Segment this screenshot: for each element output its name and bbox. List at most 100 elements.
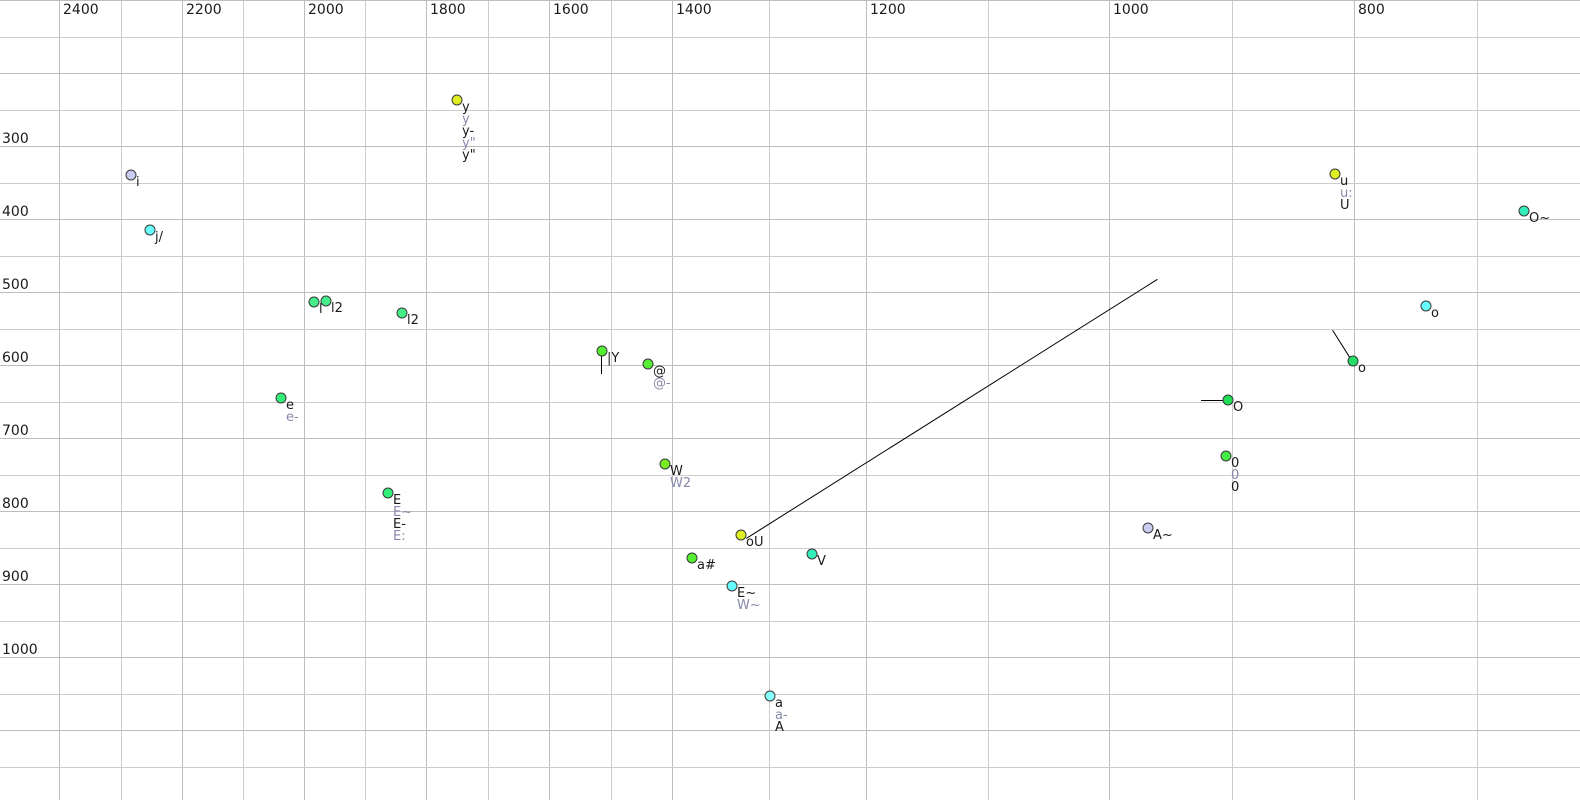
grid-line-horizontal-major (0, 730, 1580, 731)
data-point-label: a# (697, 558, 716, 573)
data-point-marker[interactable] (1142, 522, 1154, 534)
data-point-marker[interactable] (1220, 450, 1232, 462)
grid-line-horizontal-minor (0, 36, 1580, 38)
grid-line-vertical-minor (610, 0, 612, 800)
grid-line-horizontal-minor (0, 401, 1580, 403)
grid-line-vertical-minor (243, 0, 244, 800)
grid-line-vertical-major (1109, 0, 1110, 800)
data-point-marker[interactable] (659, 458, 671, 470)
data-point-marker[interactable] (125, 169, 137, 181)
data-point-label: o (1358, 361, 1366, 376)
grid-line-vertical-major (1354, 0, 1355, 800)
data-point-label: a (775, 696, 783, 711)
grid-line-horizontal-major (0, 0, 1580, 1)
data-point-label: 0 (1231, 480, 1240, 495)
data-point-label: y (462, 100, 470, 115)
grid-line-horizontal-major (0, 365, 1580, 366)
data-point-marker[interactable] (1420, 300, 1432, 312)
data-point-label: a- (775, 708, 788, 723)
data-point-marker[interactable] (308, 296, 320, 308)
grid-line-vertical-minor (987, 0, 989, 800)
data-point-label: W (670, 464, 683, 479)
data-point-marker[interactable] (451, 94, 463, 106)
grid-line-horizontal-minor (0, 693, 1580, 695)
short-line-O (1201, 400, 1226, 401)
grid-line-vertical-major (182, 0, 183, 800)
grid-line-vertical-major (426, 0, 427, 800)
grid-line-vertical-minor (769, 0, 770, 800)
x-tick-label: 1600 (553, 2, 589, 18)
data-point-label: E~ (737, 586, 757, 601)
data-point-marker[interactable] (686, 552, 698, 564)
grid-line-horizontal-minor (0, 766, 1580, 768)
y-tick-label: 300 (2, 131, 29, 147)
data-point-marker[interactable] (642, 358, 654, 370)
x-tick-label: 1800 (430, 2, 466, 18)
grid-line-vertical-major (866, 0, 867, 800)
data-point-marker[interactable] (1222, 394, 1234, 406)
grid-line-vertical-minor (365, 0, 366, 800)
grid-line-horizontal-major (0, 657, 1580, 658)
grid-line-vertical-minor (1476, 0, 1478, 800)
y-tick-label: 700 (2, 423, 29, 439)
data-point-label: oU (746, 535, 764, 550)
grid-line-vertical-major (549, 0, 550, 800)
data-point-marker[interactable] (396, 307, 408, 319)
data-point-marker[interactable] (726, 580, 738, 592)
data-point-marker[interactable] (320, 295, 332, 307)
data-point-label: l (319, 302, 323, 317)
data-point-label: E: (393, 529, 406, 544)
data-point-label: y" (462, 136, 476, 151)
grid-line-horizontal-minor (0, 474, 1580, 476)
data-point-marker[interactable] (1518, 205, 1530, 217)
grid-line-horizontal-major (0, 146, 1580, 147)
x-tick-label: 2000 (308, 2, 344, 18)
grid-line-horizontal-minor (0, 620, 1580, 622)
grid-line-horizontal-major (0, 438, 1580, 439)
data-point-label: O (1233, 400, 1244, 415)
data-point-marker[interactable] (764, 690, 776, 702)
data-point-marker[interactable] (596, 345, 608, 357)
data-point-label: E~ (393, 505, 413, 520)
grid-line-vertical-major (672, 0, 673, 800)
data-point-label: e (286, 398, 294, 413)
data-point-label: o (1431, 306, 1439, 321)
x-tick-label: 1200 (870, 2, 906, 18)
x-tick-label: 1000 (1113, 2, 1149, 18)
data-point-label: 0 (1231, 456, 1240, 471)
grid-line-horizontal-major (0, 511, 1580, 512)
grid-line-vertical-minor (120, 0, 122, 800)
data-point-label: V (817, 554, 826, 569)
data-point-marker[interactable] (735, 529, 747, 541)
data-point-marker[interactable] (382, 487, 394, 499)
data-point-marker[interactable] (1347, 355, 1359, 367)
x-tick-label: 2200 (186, 2, 222, 18)
data-point-label: |Y (607, 351, 620, 366)
data-point-label: y- (462, 124, 475, 139)
data-point-label: O~ (1529, 211, 1551, 226)
grid-line-vertical-major (59, 0, 60, 800)
data-point-label: u: (1340, 186, 1353, 201)
data-point-label: l2 (331, 301, 343, 316)
data-point-label: @ (653, 364, 666, 379)
y-tick-label: 900 (2, 569, 29, 585)
data-point-marker[interactable] (1329, 168, 1341, 180)
y-tick-label: 1000 (2, 642, 38, 658)
data-point-marker[interactable] (144, 224, 156, 236)
grid-line-horizontal-minor (0, 328, 1580, 330)
y-tick-label: 500 (2, 277, 29, 293)
data-point-label: j/ (155, 230, 163, 245)
grid-line-horizontal-major (0, 584, 1580, 585)
data-point-label: y" (462, 148, 476, 163)
data-point-marker[interactable] (806, 548, 818, 560)
grid-line-horizontal-minor (0, 182, 1580, 184)
grid-line-horizontal-minor (0, 547, 1580, 549)
data-point-label: U (1340, 198, 1350, 213)
long-trend-line (746, 279, 1158, 539)
y-tick-label: 600 (2, 350, 29, 366)
x-tick-label: 800 (1358, 2, 1385, 18)
grid-line-horizontal-minor (0, 109, 1580, 111)
data-point-marker[interactable] (275, 392, 287, 404)
y-tick-label: 400 (2, 204, 29, 220)
